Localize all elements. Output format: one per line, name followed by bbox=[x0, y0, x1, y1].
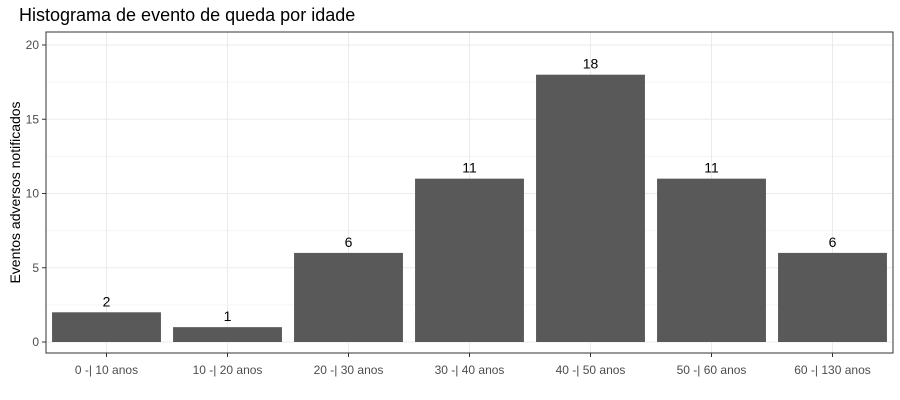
y-tick-label: 15 bbox=[26, 112, 40, 126]
y-tick-label: 10 bbox=[26, 187, 40, 201]
data-label: 1 bbox=[224, 308, 232, 324]
data-label: 6 bbox=[829, 234, 837, 250]
x-tick-label: 10 -| 20 anos bbox=[193, 363, 263, 377]
bar bbox=[536, 74, 645, 342]
y-axis-label: Eventos adversos notificados bbox=[7, 101, 23, 283]
bar bbox=[173, 327, 282, 342]
data-label: 18 bbox=[583, 56, 599, 72]
data-label: 11 bbox=[704, 160, 719, 176]
axes: 0 5 10 15 20 0 -| 10 anos 10 -| 20 anos 20 -| 3… bbox=[26, 38, 871, 377]
x-tick-label: 50 -| 60 anos bbox=[677, 363, 747, 377]
bar bbox=[415, 178, 524, 342]
bar bbox=[778, 252, 887, 342]
y-tick-label: 0 bbox=[32, 335, 39, 349]
bar bbox=[52, 312, 161, 342]
data-label: 11 bbox=[462, 160, 477, 176]
x-tick-label: 40 -| 50 anos bbox=[556, 363, 626, 377]
y-tick-label: 20 bbox=[26, 38, 40, 52]
x-tick-label: 0 -| 10 anos bbox=[75, 363, 138, 377]
x-tick-label: 60 -| 130 anos bbox=[794, 363, 871, 377]
data-label: 6 bbox=[345, 234, 353, 250]
bars bbox=[52, 74, 887, 342]
bar bbox=[294, 252, 403, 342]
data-label: 2 bbox=[103, 293, 111, 309]
x-tick-label: 30 -| 40 anos bbox=[435, 363, 505, 377]
x-tick-label: 20 -| 30 anos bbox=[314, 363, 384, 377]
bar bbox=[657, 178, 766, 342]
panel-border bbox=[45, 31, 894, 354]
chart-title: Histograma de evento de queda por idade bbox=[19, 5, 356, 25]
data-labels: 2 1 6 11 18 11 6 bbox=[103, 56, 837, 324]
y-tick-label: 5 bbox=[32, 261, 39, 275]
